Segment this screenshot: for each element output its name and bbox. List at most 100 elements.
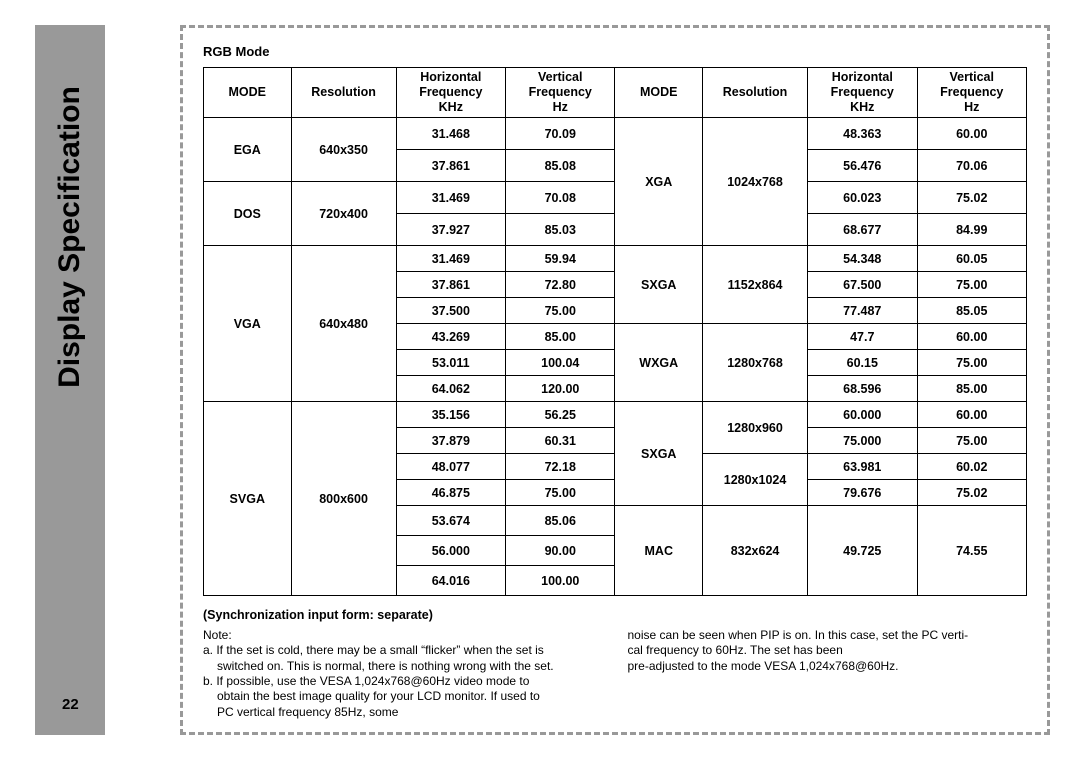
hfreq-cell: 31.468: [396, 118, 505, 150]
rgb-mode-label: RGB Mode: [203, 44, 1027, 59]
vfreq-cell: 70.06: [917, 150, 1027, 182]
vfreq-cell: 60.31: [506, 428, 615, 454]
table-row: VGA 640x480 31.469 59.94 SXGA 1152x864 5…: [204, 246, 1027, 272]
vfreq-cell: 90.00: [506, 536, 615, 566]
mode-cell: MAC: [615, 506, 703, 596]
mode-cell: SXGA: [615, 402, 703, 506]
hfreq-cell: 47.7: [808, 324, 917, 350]
hfreq-cell: 35.156: [396, 402, 505, 428]
hfreq-cell: 60.000: [808, 402, 917, 428]
vfreq-cell: 85.03: [506, 214, 615, 246]
vfreq-cell: 75.00: [917, 428, 1027, 454]
hfreq-cell: 75.000: [808, 428, 917, 454]
vfreq-cell: 72.80: [506, 272, 615, 298]
vfreq-cell: 70.08: [506, 182, 615, 214]
hfreq-cell: 37.861: [396, 272, 505, 298]
hfreq-cell: 64.062: [396, 376, 505, 402]
hfreq-cell: 37.927: [396, 214, 505, 246]
vfreq-cell: 85.08: [506, 150, 615, 182]
vfreq-cell: 85.05: [917, 298, 1027, 324]
hfreq-cell: 68.677: [808, 214, 917, 246]
hfreq-cell: 67.500: [808, 272, 917, 298]
res-cell: 640x480: [291, 246, 396, 402]
vfreq-cell: 85.00: [506, 324, 615, 350]
table-row: SVGA 800x600 35.156 56.25 SXGA 1280x960 …: [204, 402, 1027, 428]
vfreq-cell: 59.94: [506, 246, 615, 272]
hfreq-cell: 31.469: [396, 246, 505, 272]
hfreq-cell: 46.875: [396, 480, 505, 506]
hfreq-cell: 31.469: [396, 182, 505, 214]
notes-right: noise can be seen when PIP is on. In thi…: [628, 628, 1028, 720]
hfreq-cell: 79.676: [808, 480, 917, 506]
res-cell: 1152x864: [703, 246, 808, 324]
vfreq-cell: 75.00: [917, 350, 1027, 376]
vfreq-cell: 74.55: [917, 506, 1027, 596]
hfreq-cell: 56.000: [396, 536, 505, 566]
hfreq-cell: 56.476: [808, 150, 917, 182]
col-mode: MODE: [204, 68, 292, 118]
vfreq-cell: 85.00: [917, 376, 1027, 402]
note-line: cal frequency to 60Hz. The set has been: [628, 643, 1028, 658]
section-title: Display Specification: [53, 86, 87, 388]
res-cell: 1280x768: [703, 324, 808, 402]
res-cell: 832x624: [703, 506, 808, 596]
mode-cell: EGA: [204, 118, 292, 182]
vfreq-cell: 85.06: [506, 506, 615, 536]
col-hfreq: HorizontalFrequencyKHz: [396, 68, 505, 118]
hfreq-cell: 37.879: [396, 428, 505, 454]
vfreq-cell: 75.00: [506, 480, 615, 506]
res-cell: 720x400: [291, 182, 396, 246]
sidebar: Display Specification: [35, 25, 105, 735]
hfreq-cell: 48.363: [808, 118, 917, 150]
hfreq-cell: 68.596: [808, 376, 917, 402]
hfreq-cell: 53.011: [396, 350, 505, 376]
note-line: switched on. This is normal, there is no…: [203, 659, 603, 674]
hfreq-cell: 43.269: [396, 324, 505, 350]
col-vfreq: VerticalFrequencyHz: [506, 68, 615, 118]
sync-note: (Synchronization input form: separate): [203, 608, 1027, 622]
col-mode-2: MODE: [615, 68, 703, 118]
col-hfreq-2: HorizontalFrequencyKHz: [808, 68, 917, 118]
page-number: 22: [62, 696, 79, 713]
hfreq-cell: 54.348: [808, 246, 917, 272]
vfreq-cell: 70.09: [506, 118, 615, 150]
vfreq-cell: 75.02: [917, 182, 1027, 214]
vfreq-cell: 100.04: [506, 350, 615, 376]
vfreq-cell: 60.05: [917, 246, 1027, 272]
notes-left: Note: a. If the set is cold, there may b…: [203, 628, 603, 720]
vfreq-cell: 72.18: [506, 454, 615, 480]
content-frame: RGB Mode MODE Resolution HorizontalFrequ…: [180, 25, 1050, 735]
note-line: b. If possible, use the VESA 1,024x768@6…: [203, 674, 603, 689]
vfreq-cell: 56.25: [506, 402, 615, 428]
note-line: obtain the best image quality for your L…: [203, 689, 603, 704]
res-cell: 1024x768: [703, 118, 808, 246]
hfreq-cell: 64.016: [396, 566, 505, 596]
note-label: Note:: [203, 628, 603, 643]
hfreq-cell: 77.487: [808, 298, 917, 324]
vfreq-cell: 60.00: [917, 402, 1027, 428]
hfreq-cell: 49.725: [808, 506, 917, 596]
vfreq-cell: 60.00: [917, 324, 1027, 350]
mode-cell: SVGA: [204, 402, 292, 596]
res-cell: 800x600: [291, 402, 396, 596]
vfreq-cell: 60.00: [917, 118, 1027, 150]
note-line: pre-adjusted to the mode VESA 1,024x768@…: [628, 659, 1028, 674]
hfreq-cell: 53.674: [396, 506, 505, 536]
vfreq-cell: 100.00: [506, 566, 615, 596]
hfreq-cell: 37.500: [396, 298, 505, 324]
mode-cell: VGA: [204, 246, 292, 402]
mode-cell: DOS: [204, 182, 292, 246]
col-vfreq-2: VerticalFrequencyHz: [917, 68, 1027, 118]
note-line: a. If the set is cold, there may be a sm…: [203, 643, 603, 658]
table-header-row: MODE Resolution HorizontalFrequencyKHz V…: [204, 68, 1027, 118]
mode-cell: WXGA: [615, 324, 703, 402]
mode-cell: SXGA: [615, 246, 703, 324]
spec-table: MODE Resolution HorizontalFrequencyKHz V…: [203, 67, 1027, 596]
note-line: PC vertical frequency 85Hz, some: [203, 705, 603, 720]
table-row: EGA 640x350 31.468 70.09 XGA 1024x768 48…: [204, 118, 1027, 150]
vfreq-cell: 75.00: [917, 272, 1027, 298]
mode-cell: XGA: [615, 118, 703, 246]
res-cell: 640x350: [291, 118, 396, 182]
vfreq-cell: 120.00: [506, 376, 615, 402]
vfreq-cell: 75.00: [506, 298, 615, 324]
